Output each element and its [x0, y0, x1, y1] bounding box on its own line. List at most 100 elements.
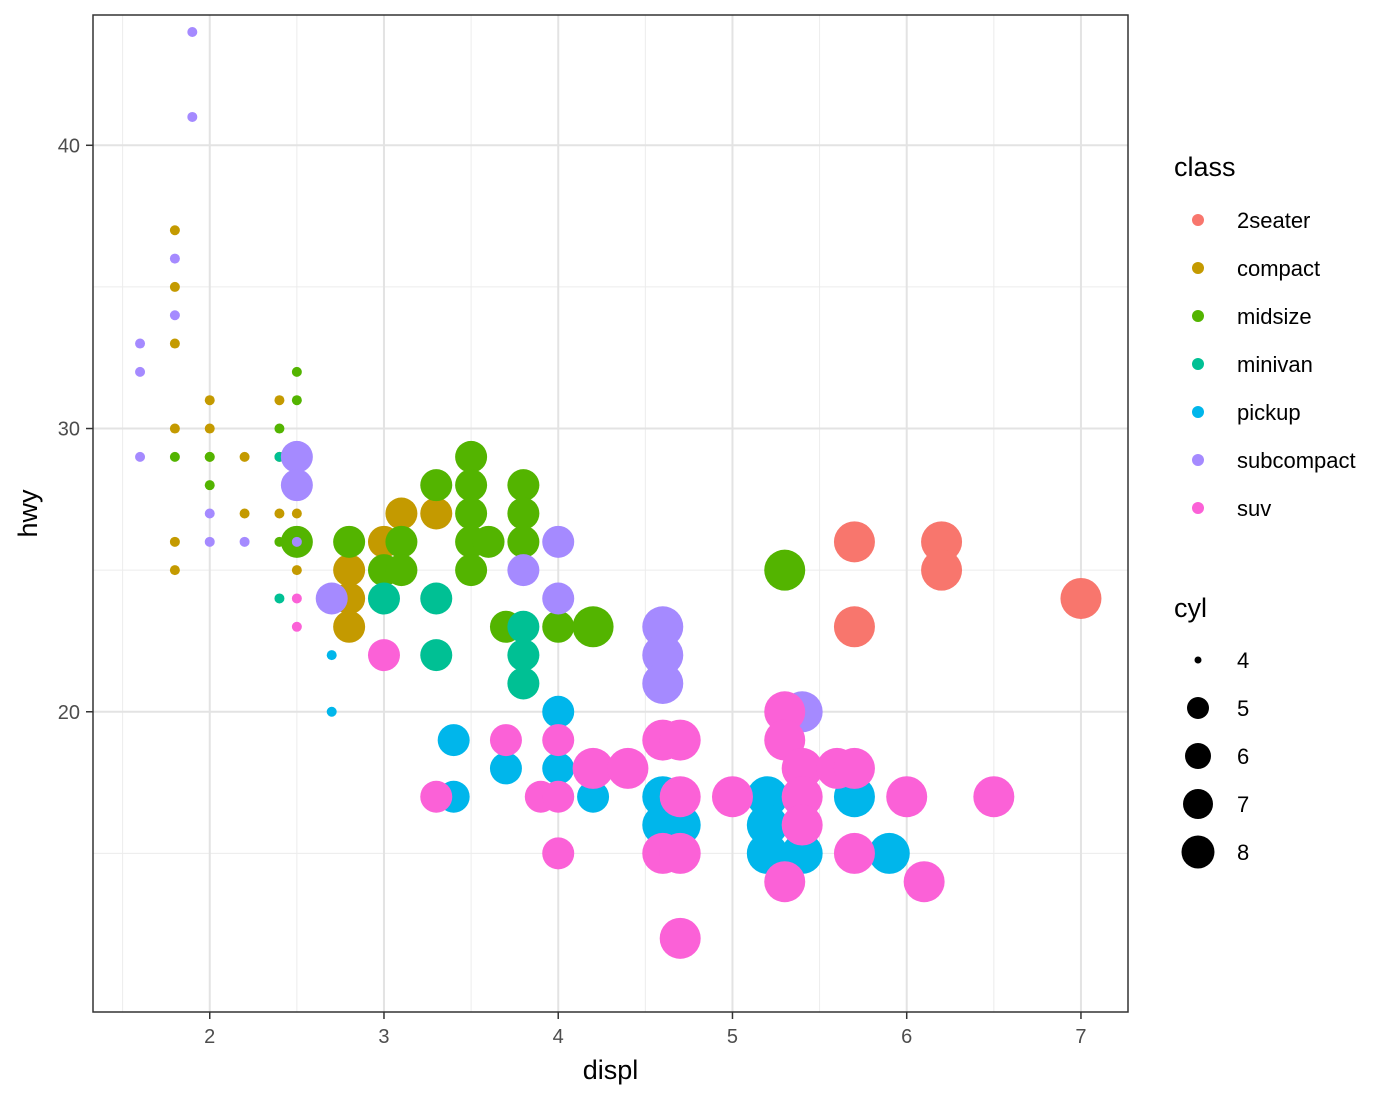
color-legend: 2seater compact midsize minivan pickup subcom… [1192, 208, 1356, 521]
plot-background [93, 15, 1128, 1012]
point-subcompact [507, 554, 540, 587]
point-pickup [746, 776, 788, 818]
point-subcompact [642, 634, 684, 676]
point-subcompact [280, 440, 313, 473]
point-compact [420, 497, 453, 530]
point-2seater [921, 521, 963, 563]
color-legend-item-minivan: minivan [1192, 352, 1313, 377]
color-legend-label: subcompact [1237, 448, 1356, 473]
color-legend-label: compact [1237, 256, 1320, 281]
point-suv [903, 861, 945, 903]
point-2seater [921, 549, 963, 591]
point-subcompact [135, 451, 146, 462]
point-subcompact [187, 26, 198, 37]
point-pickup [542, 695, 575, 728]
size-legend-label: 4 [1237, 648, 1249, 673]
point-midsize [291, 366, 302, 377]
point-pickup [437, 724, 470, 757]
point-subcompact [642, 662, 684, 704]
point-midsize [472, 525, 505, 558]
point-midsize [274, 423, 285, 434]
point-suv [659, 719, 701, 761]
point-compact [239, 508, 250, 519]
point-subcompact [239, 536, 250, 547]
x-tick-label: 7 [1075, 1026, 1086, 1048]
size-legend-label: 7 [1237, 792, 1249, 817]
size-legend-item-6: 6 [1185, 743, 1249, 769]
point-minivan [507, 639, 540, 672]
point-pickup [542, 752, 575, 785]
color-legend-label: midsize [1237, 304, 1312, 329]
color-legend-key [1192, 262, 1204, 274]
size-legend-item-7: 7 [1183, 789, 1249, 819]
color-legend-key [1192, 214, 1204, 226]
x-tick-label: 4 [553, 1026, 564, 1048]
point-suv [781, 747, 823, 789]
point-midsize [420, 469, 453, 502]
point-subcompact [642, 606, 684, 648]
point-suv [291, 593, 302, 604]
point-suv [764, 691, 806, 733]
size-legend-key [1181, 835, 1215, 869]
color-legend-key [1192, 358, 1204, 370]
point-suv [659, 917, 701, 959]
point-pickup [326, 706, 337, 717]
point-subcompact [169, 253, 180, 264]
point-compact [239, 451, 250, 462]
color-legend-title: class [1174, 152, 1236, 182]
point-midsize [572, 606, 614, 648]
color-legend-label: suv [1237, 496, 1271, 521]
point-suv [886, 776, 928, 818]
point-suv [542, 780, 575, 813]
point-suv [542, 837, 575, 870]
x-axis-title: displ [583, 1055, 639, 1085]
point-pickup [489, 752, 522, 785]
point-midsize [542, 610, 575, 643]
point-midsize [455, 440, 488, 473]
point-compact [204, 423, 215, 434]
color-legend-key [1192, 406, 1204, 418]
point-subcompact [169, 310, 180, 321]
point-suv [781, 804, 823, 846]
size-legend-item-4: 4 [1194, 648, 1249, 673]
point-minivan [367, 582, 400, 615]
point-compact [169, 338, 180, 349]
point-2seater [1060, 577, 1102, 619]
point-midsize [291, 395, 302, 406]
x-tick-label: 3 [378, 1026, 389, 1048]
point-subcompact [135, 338, 146, 349]
point-suv [833, 832, 875, 874]
point-subcompact [542, 582, 575, 615]
point-compact [274, 508, 285, 519]
point-suv [420, 780, 453, 813]
x-tick-label: 5 [727, 1026, 738, 1048]
size-legend-item-8: 8 [1181, 835, 1249, 869]
size-legend-label: 6 [1237, 744, 1249, 769]
point-midsize [507, 525, 540, 558]
point-midsize [385, 554, 418, 587]
color-legend-label: minivan [1237, 352, 1313, 377]
point-2seater [833, 521, 875, 563]
point-compact [169, 565, 180, 576]
point-2seater [833, 606, 875, 648]
size-legend: 4 5 6 7 8 [1181, 648, 1249, 869]
size-legend-item-5: 5 [1187, 696, 1249, 721]
point-subcompact [542, 525, 575, 558]
point-compact [291, 565, 302, 576]
color-legend-item-compact: compact [1192, 256, 1320, 281]
point-suv [781, 776, 823, 818]
point-suv [367, 639, 400, 672]
point-compact [169, 536, 180, 547]
y-tick-label: 30 [58, 419, 80, 441]
point-midsize [385, 525, 418, 558]
color-legend-key [1192, 310, 1204, 322]
point-pickup [326, 650, 337, 661]
point-compact [169, 423, 180, 434]
size-legend-key [1183, 789, 1213, 819]
point-suv [973, 776, 1015, 818]
point-minivan [420, 582, 453, 615]
point-compact [333, 554, 366, 587]
point-subcompact [204, 508, 215, 519]
size-legend-title: cyl [1174, 593, 1207, 623]
point-midsize [507, 469, 540, 502]
